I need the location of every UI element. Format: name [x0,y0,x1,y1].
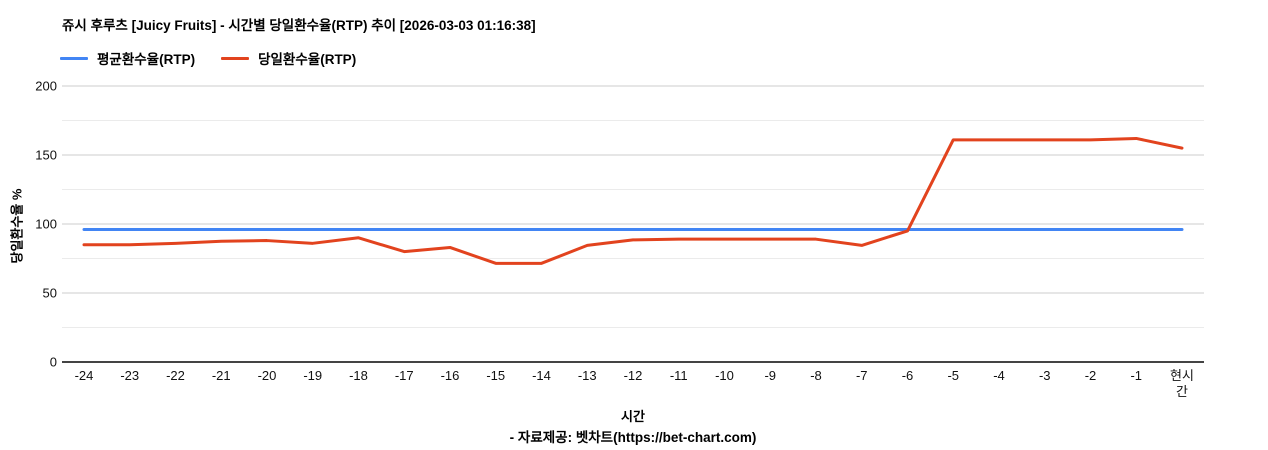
footer-credit: - 자료제공: 벳차트(https://bet-chart.com) [509,430,757,445]
x-tick-label: 현시간 [1170,368,1194,399]
x-tick-label: -21 [211,368,231,383]
legend-item-daily-rtp: 당일환수율(RTP) [221,48,356,68]
x-axis-title: 시간 [621,409,645,424]
chart-title: 쥬시 후루츠 [Juicy Fruits] - 시간별 당일환수율(RTP) 추… [62,18,536,33]
legend-item-average-rtp: 평균환수율(RTP) [60,48,195,68]
x-tick-label: -23 [120,368,140,383]
x-tick-label: -6 [901,368,914,383]
y-tick-label: 150 [35,147,57,163]
y-tick-label: 200 [35,78,57,94]
x-tick-label: -3 [1038,368,1051,383]
x-tick-label: -11 [669,368,688,383]
daily-rtp-line [82,136,1184,265]
y-tick-label: 0 [49,354,57,370]
y-tick-label: 50 [42,285,57,301]
legend-label-average-rtp: 평균환수율(RTP) [97,52,196,67]
x-tick-label: -17 [394,368,414,383]
x-tick-label: -18 [349,368,368,383]
x-tick-label: -4 [993,368,1005,383]
x-tick-label: -7 [855,368,868,383]
x-tick-label: -5 [947,368,960,383]
x-tick-label: -1 [1130,368,1143,383]
x-tick-label: -13 [577,368,597,383]
x-tick-label: -2 [1084,368,1097,383]
x-tick-label: -20 [257,368,277,383]
x-tick-label: -8 [810,368,822,383]
legend: 평균환수율(RTP) 당일환수율(RTP) [60,48,356,68]
x-tick-label: -16 [440,368,460,383]
x-tick-label: -24 [74,368,94,383]
x-tick-label: -15 [486,368,506,383]
x-tick-label: -9 [764,368,777,383]
legend-label-daily-rtp: 당일환수율(RTP) [258,52,357,67]
x-tick-label: -14 [532,368,551,383]
x-tick-label: -22 [166,368,185,383]
x-tick-label: -12 [623,368,643,383]
average-line-swatch-icon [60,56,88,60]
y-tick-label: 100 [35,216,57,232]
daily-line-swatch-icon [221,56,250,60]
x-tick-label: -10 [715,368,734,383]
x-tick-label: -19 [303,368,323,383]
